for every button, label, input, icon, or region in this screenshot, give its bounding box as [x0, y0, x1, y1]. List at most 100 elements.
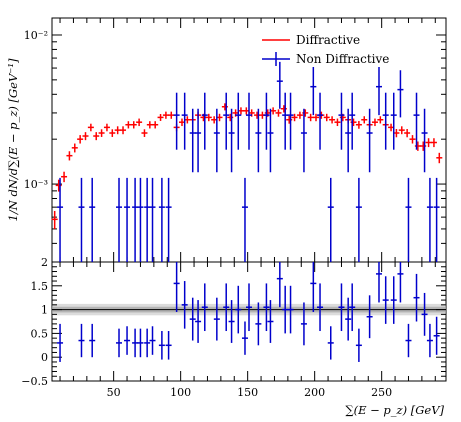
non-diffractive-point [57, 177, 64, 262]
ratio-point [276, 262, 283, 308]
ratio-point [345, 297, 352, 341]
diffractive-point [371, 118, 378, 127]
ratio-point [433, 316, 440, 355]
non-diffractive-point [124, 177, 131, 262]
ratio-point [327, 326, 334, 360]
x-axis: 50 100 150 200 250 [59, 18, 436, 399]
ratio-point [78, 323, 85, 358]
diffractive-point [377, 116, 384, 124]
non-diffractive-point [241, 177, 248, 262]
x-tick-label: 100 [170, 386, 191, 399]
diffractive-point [275, 109, 282, 117]
diffractive-point [71, 143, 78, 153]
diffractive-point [120, 126, 127, 135]
ratio-y-tick-label: 0 [41, 351, 48, 364]
diffractive-point [221, 103, 228, 111]
diffractive-point [329, 116, 336, 124]
diffractive-point [430, 138, 437, 148]
x-tick-label: 250 [371, 386, 392, 399]
diffractive-point [103, 123, 110, 132]
diffractive-point [302, 109, 309, 117]
non-diffractive-point [255, 108, 262, 173]
diffractive-point [141, 129, 148, 137]
diffractive-point [409, 135, 416, 144]
non-diffractive-point [338, 92, 345, 150]
ratio-point [397, 262, 404, 303]
non-diffractive-point [327, 177, 334, 262]
diffractive-point [162, 111, 169, 119]
ratio-point [263, 283, 270, 332]
non-diffractive-point [276, 61, 283, 109]
x-tick-label: 150 [237, 386, 258, 399]
ratio-point [213, 297, 220, 341]
ratio-point [158, 331, 165, 360]
diffractive-point [98, 129, 105, 137]
ratio-y-tick-label: 1 [41, 304, 48, 317]
x-tick-label: 200 [304, 386, 325, 399]
diffractive-point [361, 116, 368, 124]
non-diffractive-point [213, 108, 220, 173]
ratio-point [300, 302, 307, 346]
ratio-point [235, 285, 242, 334]
diffractive-point [280, 105, 287, 113]
diffractive-point [334, 118, 341, 127]
main-y-axis: 10⁻³ 10⁻² [24, 29, 446, 263]
x-axis-title: ∑(E − p_z) [GeV] [345, 403, 444, 417]
ratio-point [382, 276, 389, 324]
ratio-point [57, 323, 64, 362]
main-y-axis-title: 1/N dN/d∑(E − p_z) [GeV⁻¹] [6, 58, 20, 221]
diffractive-point [436, 152, 443, 164]
non-diffractive-point [263, 92, 270, 150]
diffractive-point [55, 179, 62, 192]
diffractive-point [254, 111, 261, 119]
ratio-point [181, 281, 188, 329]
diffractive-point [420, 141, 427, 151]
ratio-point [124, 326, 131, 355]
ratio-point [426, 323, 433, 358]
diffractive-point [146, 121, 153, 129]
non-diffractive-point [173, 92, 180, 150]
non-diffractive-point [78, 177, 85, 262]
non-diffractive-point [375, 66, 382, 116]
ratio-point [195, 300, 202, 343]
non-diffractive-point [132, 177, 139, 262]
ratio-panel-frame [51, 261, 447, 382]
ratio-point [267, 300, 274, 343]
non-diffractive-point [345, 108, 352, 173]
non-diffractive-point [201, 92, 208, 150]
ratio-point [355, 328, 362, 362]
diffractive-point [66, 151, 73, 161]
main-y-tick-label: 10⁻³ [24, 178, 48, 191]
non-diffractive-point [116, 177, 123, 262]
diffractive-point [61, 171, 68, 183]
diffractive-point [323, 113, 330, 122]
ratio-y-tick-label: 2 [41, 256, 48, 269]
ratio-y-axis: −0.5 0 0.5 1 1.5 2 [21, 256, 446, 388]
ratio-point [116, 328, 123, 358]
non-diffractive-point [282, 92, 289, 150]
non-diffractive-point [421, 108, 428, 173]
ratio-point [282, 285, 289, 334]
non-diffractive-point [144, 177, 151, 262]
diffractive-point [355, 120, 362, 129]
legend-label-diffractive: Diffractive [296, 33, 360, 47]
non-diffractive-point [355, 177, 362, 262]
diffractive-point [404, 129, 411, 138]
diffractive-point [398, 126, 405, 135]
diffractive-point [286, 116, 293, 124]
diffractive-point [51, 210, 58, 229]
non-diffractive-point [405, 177, 412, 262]
non-diffractive-point [137, 177, 144, 262]
ratio-point [349, 283, 356, 332]
diffractive-point [130, 121, 137, 129]
non-diffractive-point [195, 108, 202, 173]
ratio-point [310, 262, 317, 312]
diffractive-point [157, 114, 164, 121]
ratio-point [223, 283, 230, 332]
ratio-data-series [57, 262, 440, 362]
main-y-tick-label: 10⁻² [24, 29, 48, 42]
diffractive-point [82, 132, 89, 141]
diffractive-point [152, 121, 159, 129]
non-diffractive-point [366, 108, 373, 173]
